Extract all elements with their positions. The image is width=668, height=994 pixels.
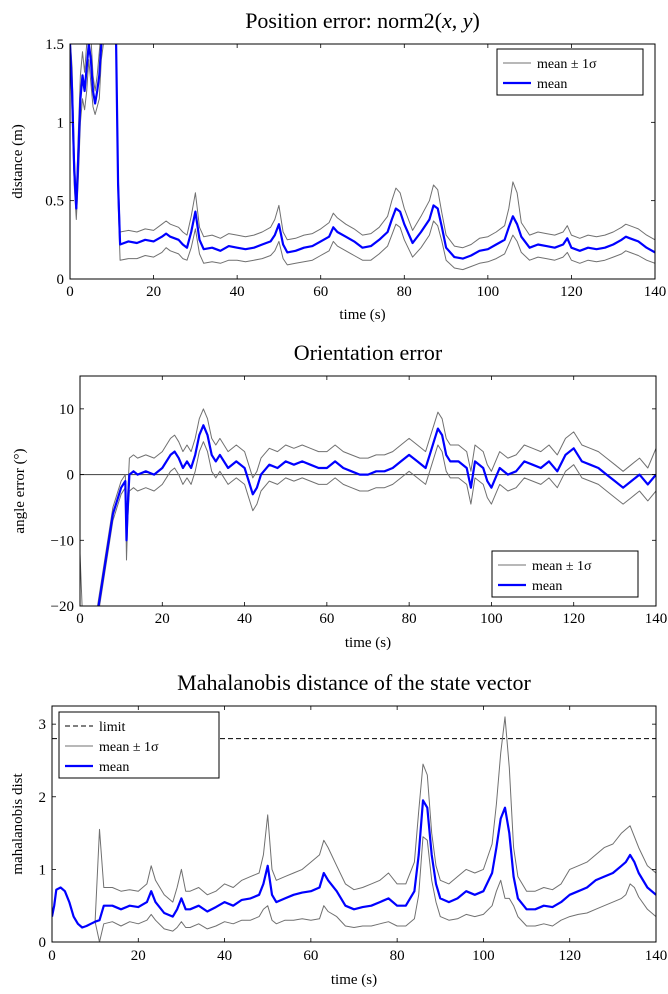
x-tick-label: 60 bbox=[313, 284, 328, 300]
chart-title: Mahalanobis distance of the state vector bbox=[177, 670, 531, 695]
x-tick-label: 20 bbox=[155, 611, 170, 627]
legend: limit mean ± 1σ mean bbox=[58, 711, 220, 779]
legend-label: mean ± 1σ bbox=[532, 559, 592, 574]
x-tick-label: 140 bbox=[645, 611, 668, 627]
x-tick-label: 80 bbox=[402, 611, 417, 627]
chart-title-part: , bbox=[452, 8, 463, 33]
series-sigma-line bbox=[52, 716, 656, 928]
series-mean-line bbox=[80, 424, 656, 606]
legend-label: mean bbox=[537, 77, 567, 92]
x-tick-label: 60 bbox=[319, 611, 334, 627]
legend: mean ± 1σ mean bbox=[496, 48, 644, 96]
series-sigma-line bbox=[70, 44, 655, 271]
series-sigma-line bbox=[70, 44, 655, 249]
y-tick-label: 0 bbox=[57, 272, 65, 288]
x-tick-label: 100 bbox=[472, 948, 495, 964]
legend-box bbox=[496, 48, 644, 96]
x-tick-label: 0 bbox=[48, 948, 56, 964]
x-tick-label: 0 bbox=[66, 284, 74, 300]
legend-label: mean bbox=[99, 760, 129, 775]
x-tick-label: 80 bbox=[390, 948, 405, 964]
x-tick-label: 140 bbox=[645, 948, 668, 964]
chart-title-part: Position error: norm2( bbox=[245, 8, 442, 33]
x-tick-label: 60 bbox=[303, 948, 318, 964]
y-tick-label: 1 bbox=[39, 862, 47, 878]
y-axis-label: distance (m) bbox=[10, 124, 26, 199]
y-tick-label: 0 bbox=[67, 468, 75, 484]
legend: mean ± 1σ mean bbox=[491, 550, 639, 598]
legend-label: limit bbox=[99, 720, 126, 735]
x-tick-label: 40 bbox=[230, 284, 245, 300]
chart-title: Position error: norm2(x, y) bbox=[245, 8, 480, 33]
y-axis-label: angle error (°) bbox=[12, 448, 28, 533]
x-tick-label: 100 bbox=[480, 611, 503, 627]
y-tick-label: 0.5 bbox=[45, 194, 64, 210]
legend-label: mean ± 1σ bbox=[99, 740, 159, 755]
y-tick-label: 3 bbox=[39, 717, 47, 733]
legend-label: mean bbox=[532, 579, 562, 594]
y-tick-label: 2 bbox=[39, 790, 47, 806]
legend-box bbox=[491, 550, 639, 598]
y-tick-label: 1.5 bbox=[45, 37, 64, 53]
series-sigma-line bbox=[80, 408, 656, 606]
x-tick-label: 40 bbox=[237, 611, 252, 627]
series-sigma-line bbox=[99, 441, 656, 606]
x-tick-label: 100 bbox=[477, 284, 500, 300]
y-axis-label: mahalanobis dist bbox=[10, 773, 26, 875]
chart-title-part: x bbox=[441, 8, 452, 33]
legend-label: mean ± 1σ bbox=[537, 57, 597, 72]
series-mean-line bbox=[52, 799, 656, 929]
series-mean-line bbox=[70, 44, 655, 260]
x-tick-label: 120 bbox=[560, 284, 583, 300]
x-tick-label: 120 bbox=[558, 948, 581, 964]
x-axis-label: time (s) bbox=[339, 307, 385, 323]
series-sigma-line bbox=[52, 836, 656, 942]
y-tick-label: 1 bbox=[57, 115, 65, 131]
y-tick-label: −20 bbox=[51, 599, 74, 615]
y-tick-label: 0 bbox=[39, 935, 47, 951]
x-tick-label: 20 bbox=[131, 948, 146, 964]
chart-title-part: y bbox=[461, 8, 473, 33]
plot-frame bbox=[79, 375, 657, 607]
y-tick-label: 10 bbox=[59, 402, 74, 418]
x-tick-label: 140 bbox=[644, 284, 667, 300]
x-axis-label: time (s) bbox=[331, 972, 377, 988]
x-tick-label: 120 bbox=[562, 611, 585, 627]
chart-panel-1: Position error: norm2(x, y) 0 20 40 60 80 100 1… bbox=[10, 8, 666, 323]
plot-frame bbox=[69, 43, 656, 280]
chart-panel-3: Mahalanobis distance of the state vector… bbox=[10, 670, 667, 988]
chart-title-part: ) bbox=[472, 8, 479, 33]
plot-frame bbox=[51, 705, 657, 943]
x-tick-label: 40 bbox=[217, 948, 232, 964]
chart-title: Orientation error bbox=[294, 340, 443, 365]
x-tick-label: 80 bbox=[397, 284, 412, 300]
x-tick-label: 20 bbox=[146, 284, 161, 300]
x-tick-label: 0 bbox=[76, 611, 84, 627]
y-tick-label: −10 bbox=[51, 533, 74, 549]
x-axis-label: time (s) bbox=[345, 635, 391, 651]
